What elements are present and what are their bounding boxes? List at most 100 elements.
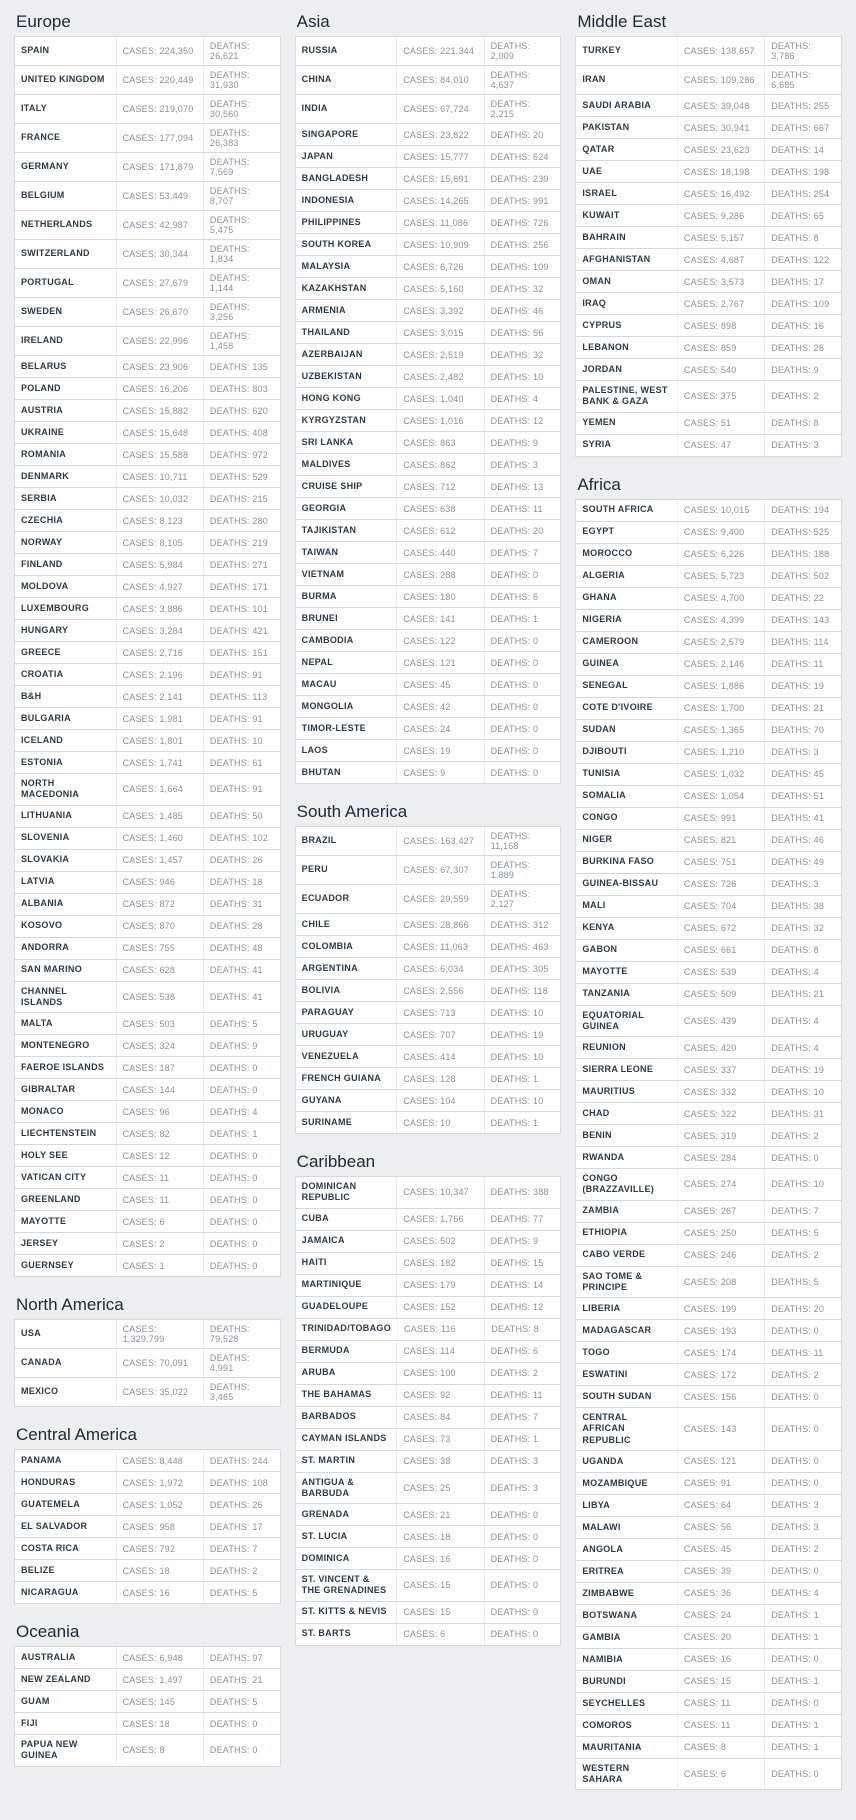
cases-cell: CASES: 15: [396, 1602, 483, 1623]
table-row: GUINEA-BISSAUCASES: 726DEATHS: 3: [576, 874, 841, 896]
deaths-cell: DEATHS: 70: [764, 720, 841, 741]
cases-cell: CASES: 5,984: [116, 554, 203, 575]
cases-cell: CASES: 141: [396, 608, 483, 629]
table-row: SAO TOME & PRINCIPECASES: 208DEATHS: 5: [576, 1267, 841, 1299]
table-row: BAHRAINCASES: 5,157DEATHS: 8: [576, 227, 841, 249]
cases-cell: CASES: 502: [396, 1231, 483, 1252]
table-row: TUNISIACASES: 1,032DEATHS: 45: [576, 764, 841, 786]
country-name: SOMALIA: [576, 786, 677, 807]
deaths-cell: DEATHS: 26: [203, 1494, 280, 1515]
cases-cell: CASES: 628: [116, 960, 203, 981]
deaths-cell: DEATHS: 4: [764, 1583, 841, 1604]
table-row: DOMINICAN REPUBLICCASES: 10,347DEATHS: 3…: [296, 1177, 561, 1209]
table-row: GABONCASES: 661DEATHS: 8: [576, 940, 841, 962]
deaths-cell: DEATHS: 14: [764, 139, 841, 160]
country-name: MAYOTTE: [576, 962, 677, 983]
deaths-cell: DEATHS: 2,009: [484, 37, 561, 65]
country-name: TURKEY: [576, 37, 677, 65]
cases-cell: CASES: 375: [677, 381, 764, 412]
table-row: INDONESIACASES: 14,265DEATHS: 991: [296, 190, 561, 212]
cases-cell: CASES: 1,365: [677, 720, 764, 741]
table-row: HUNGARYCASES: 3,284DEATHS: 421: [15, 620, 280, 642]
country-name: PARAGUAY: [296, 1002, 397, 1023]
table-row: ICELANDCASES: 1,801DEATHS: 10: [15, 730, 280, 752]
cases-cell: CASES: 187: [116, 1057, 203, 1078]
cases-cell: CASES: 539: [677, 962, 764, 983]
country-name: REUNION: [576, 1037, 677, 1058]
country-name: UKRAINE: [15, 422, 116, 443]
country-name: BERMUDA: [296, 1341, 397, 1362]
table-row: NETHERLANDSCASES: 42,987DEATHS: 5,475: [15, 211, 280, 240]
country-name: VATICAN CITY: [15, 1167, 116, 1188]
deaths-cell: DEATHS: 2: [203, 1560, 280, 1581]
cases-cell: CASES: 39,048: [677, 95, 764, 116]
deaths-cell: DEATHS: 271: [203, 554, 280, 575]
table-row: LIBERIACASES: 199DEATHS: 20: [576, 1298, 841, 1320]
cases-cell: CASES: 862: [396, 454, 483, 475]
cases-cell: CASES: 2: [116, 1233, 203, 1254]
table-row: SENEGALCASES: 1,886DEATHS: 19: [576, 676, 841, 698]
deaths-cell: DEATHS: 11: [484, 1385, 561, 1406]
deaths-cell: DEATHS: 244: [203, 1450, 280, 1471]
deaths-cell: DEATHS: 8: [484, 1319, 561, 1340]
country-name: HONG KONG: [296, 388, 397, 409]
table-row: COMOROSCASES: 11DEATHS: 1: [576, 1715, 841, 1737]
country-name: URUGUAY: [296, 1024, 397, 1045]
deaths-cell: DEATHS: 2,127: [484, 885, 561, 913]
cases-cell: CASES: 47: [677, 435, 764, 456]
cases-cell: CASES: 2,556: [396, 980, 483, 1001]
country-name: LIBERIA: [576, 1298, 677, 1319]
cases-cell: CASES: 288: [396, 564, 483, 585]
table-row: ST. LUCIACASES: 18DEATHS: 0: [296, 1526, 561, 1548]
deaths-cell: DEATHS: 4: [484, 388, 561, 409]
country-name: PERU: [296, 856, 397, 884]
table-row: GUATEMELACASES: 1,052DEATHS: 26: [15, 1494, 280, 1516]
country-name: LATVIA: [15, 872, 116, 893]
cases-cell: CASES: 324: [116, 1035, 203, 1056]
deaths-cell: DEATHS: 388: [484, 1177, 561, 1208]
country-name: KYRGYZSTAN: [296, 410, 397, 431]
deaths-cell: DEATHS: 0: [764, 1320, 841, 1341]
table-row: BURMACASES: 180DEATHS: 6: [296, 586, 561, 608]
table-row: GUAMCASES: 145DEATHS: 5: [15, 1691, 280, 1713]
cases-cell: CASES: 30,941: [677, 117, 764, 138]
deaths-cell: DEATHS: 5: [764, 1267, 841, 1298]
deaths-cell: DEATHS: 0: [203, 1167, 280, 1188]
region-table: USACASES: 1,329,799DEATHS: 79,528CANADAC…: [14, 1319, 281, 1407]
cases-cell: CASES: 8,123: [116, 510, 203, 531]
table-row: FAEROE ISLANDSCASES: 187DEATHS: 0: [15, 1057, 280, 1079]
deaths-cell: DEATHS: 8,707: [203, 182, 280, 210]
deaths-cell: DEATHS: 77: [484, 1209, 561, 1230]
country-name: ANGOLA: [576, 1539, 677, 1560]
table-row: PANAMACASES: 8,448DEATHS: 244: [15, 1450, 280, 1472]
table-row: GREENLANDCASES: 11DEATHS: 0: [15, 1189, 280, 1211]
cases-cell: CASES: 6,034: [396, 958, 483, 979]
table-row: GIBRALTARCASES: 144DEATHS: 0: [15, 1079, 280, 1101]
deaths-cell: DEATHS: 0: [484, 674, 561, 695]
deaths-cell: DEATHS: 9: [203, 1035, 280, 1056]
table-row: CHINACASES: 84,010DEATHS: 4,637: [296, 66, 561, 95]
table-row: LITHUANIACASES: 1,485DEATHS: 50: [15, 806, 280, 828]
table-row: CABO VERDECASES: 246DEATHS: 2: [576, 1245, 841, 1267]
deaths-cell: DEATHS: 10: [484, 1090, 561, 1111]
country-name: SLOVENIA: [15, 828, 116, 849]
deaths-cell: DEATHS: 51: [764, 786, 841, 807]
table-row: IRANCASES: 109,286DEATHS: 6,685: [576, 66, 841, 95]
deaths-cell: DEATHS: 10: [484, 366, 561, 387]
region-caribbean: CaribbeanDOMINICAN REPUBLICCASES: 10,347…: [295, 1152, 562, 1646]
country-name: KAZAKHSTAN: [296, 278, 397, 299]
country-name: ERITREA: [576, 1561, 677, 1582]
table-row: ETHIOPIACASES: 250DEATHS: 5: [576, 1223, 841, 1245]
deaths-cell: DEATHS: 9: [484, 432, 561, 453]
country-name: MALI: [576, 896, 677, 917]
deaths-cell: DEATHS: 1: [764, 1627, 841, 1648]
table-row: MALAYSIACASES: 6,726DEATHS: 109: [296, 256, 561, 278]
table-row: HONDURASCASES: 1,972DEATHS: 108: [15, 1472, 280, 1494]
cases-cell: CASES: 509: [677, 984, 764, 1005]
cases-cell: CASES: 4,687: [677, 249, 764, 270]
table-row: BENINCASES: 319DEATHS: 2: [576, 1125, 841, 1147]
table-row: ARUBACASES: 100DEATHS: 2: [296, 1363, 561, 1385]
deaths-cell: DEATHS: 239: [484, 168, 561, 189]
region-africa: AfricaSOUTH AFRICACASES: 10,015DEATHS: 1…: [575, 475, 842, 1791]
deaths-cell: DEATHS: 2: [764, 381, 841, 412]
